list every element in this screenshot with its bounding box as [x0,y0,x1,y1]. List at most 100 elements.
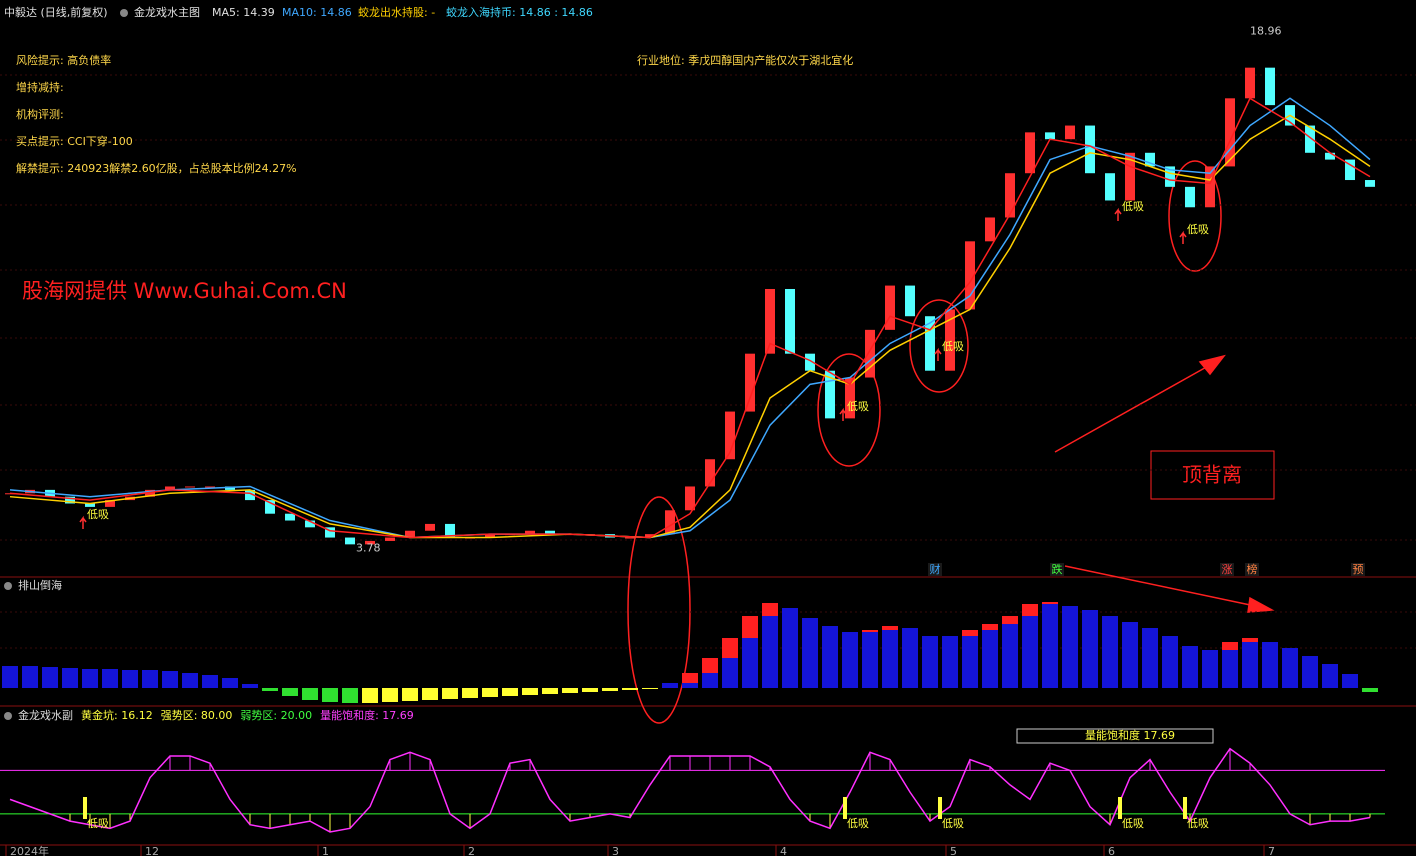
candle [1045,132,1055,140]
bar-rise [882,626,898,630]
hold-signal: 蛟龙出水持股: - [358,5,435,19]
bar [842,632,858,688]
candle [205,486,215,488]
bar [1362,688,1378,692]
arrow-head [1247,596,1275,613]
bar [202,675,218,688]
info-line: 风险提示: 高负债率 [16,53,111,67]
event-tag-bg [1220,563,1234,576]
circle [817,353,881,467]
ma-line [9,97,1371,539]
candle [885,285,895,330]
bar [1142,628,1158,688]
circle [1168,160,1222,272]
bar [402,688,418,701]
watermark: 股海网提供 Www.Guhai.Com.CN [22,279,347,303]
bar [22,666,38,688]
candle [725,411,735,460]
bar-rise [962,630,978,636]
candle [985,217,995,242]
bar-rise [722,638,738,658]
bar [782,608,798,688]
bar [382,688,398,702]
candle [905,285,915,317]
highlight-circles [627,160,1275,724]
event-tag: 涨 [1222,563,1233,576]
bar [642,688,658,689]
bar [1262,642,1278,688]
candle [485,534,495,538]
candle [1185,186,1195,208]
ma-line [9,97,1371,539]
signal-arrow [839,407,847,421]
bar [502,688,518,696]
panel-icon [4,712,12,720]
bar [562,688,578,693]
bar [522,688,538,695]
candle [165,486,175,490]
event-tag: 财 [930,562,941,576]
dip-signal: 低吸 [847,817,869,830]
event-tag-bg [928,563,942,576]
candle [85,503,95,507]
candle [65,496,75,504]
candle [685,486,695,511]
ma10: MA10: 14.86 [282,6,352,19]
oscillator-line [9,747,1371,833]
candle [705,459,715,487]
legend-entry: 量能饱和度: 17.69 [320,708,414,722]
date-label: 6 [1108,845,1115,856]
candle [805,353,815,371]
candle [645,534,655,538]
signal-arrow [1114,207,1122,221]
bar [1102,616,1118,688]
candle [405,530,415,538]
low-label: 3.78 [356,541,381,554]
candle [1125,152,1135,201]
arrow-head [1198,354,1226,376]
bar [582,688,598,692]
event-tag: 预 [1353,563,1364,576]
dip-signal: 低吸 [847,400,869,413]
candle [665,510,675,535]
bar-rise [1222,642,1238,650]
candle [1145,152,1155,167]
bar [482,688,498,697]
bar [922,636,938,688]
bar [822,626,838,688]
candle [285,513,295,521]
candle [745,353,755,412]
date-label: 5 [950,845,957,856]
bar [162,671,178,688]
bar [142,670,158,688]
candle [385,537,395,541]
candle [265,500,275,514]
circle [627,496,691,724]
bar [1082,610,1098,688]
dip-signal: 低吸 [87,817,109,830]
candle [965,241,975,310]
candle [1165,166,1175,187]
bar [122,670,138,688]
bar [222,678,238,688]
bar [882,626,898,688]
event-tag: 跌 [1052,562,1063,576]
bar [1182,646,1198,688]
candle [1225,98,1235,167]
candle [1265,67,1275,106]
signal-bar [83,797,87,819]
bar [1062,606,1078,688]
bar [942,636,958,688]
candle [365,540,375,545]
candle [345,537,355,545]
event-tag-bg [1351,563,1365,576]
date-label: 1 [322,845,329,856]
bar [242,684,258,688]
candle [245,489,255,501]
candle [845,377,855,419]
bar [1202,650,1218,688]
dip-signal: 低吸 [942,340,964,353]
bar [422,688,438,700]
bar [1282,648,1298,688]
